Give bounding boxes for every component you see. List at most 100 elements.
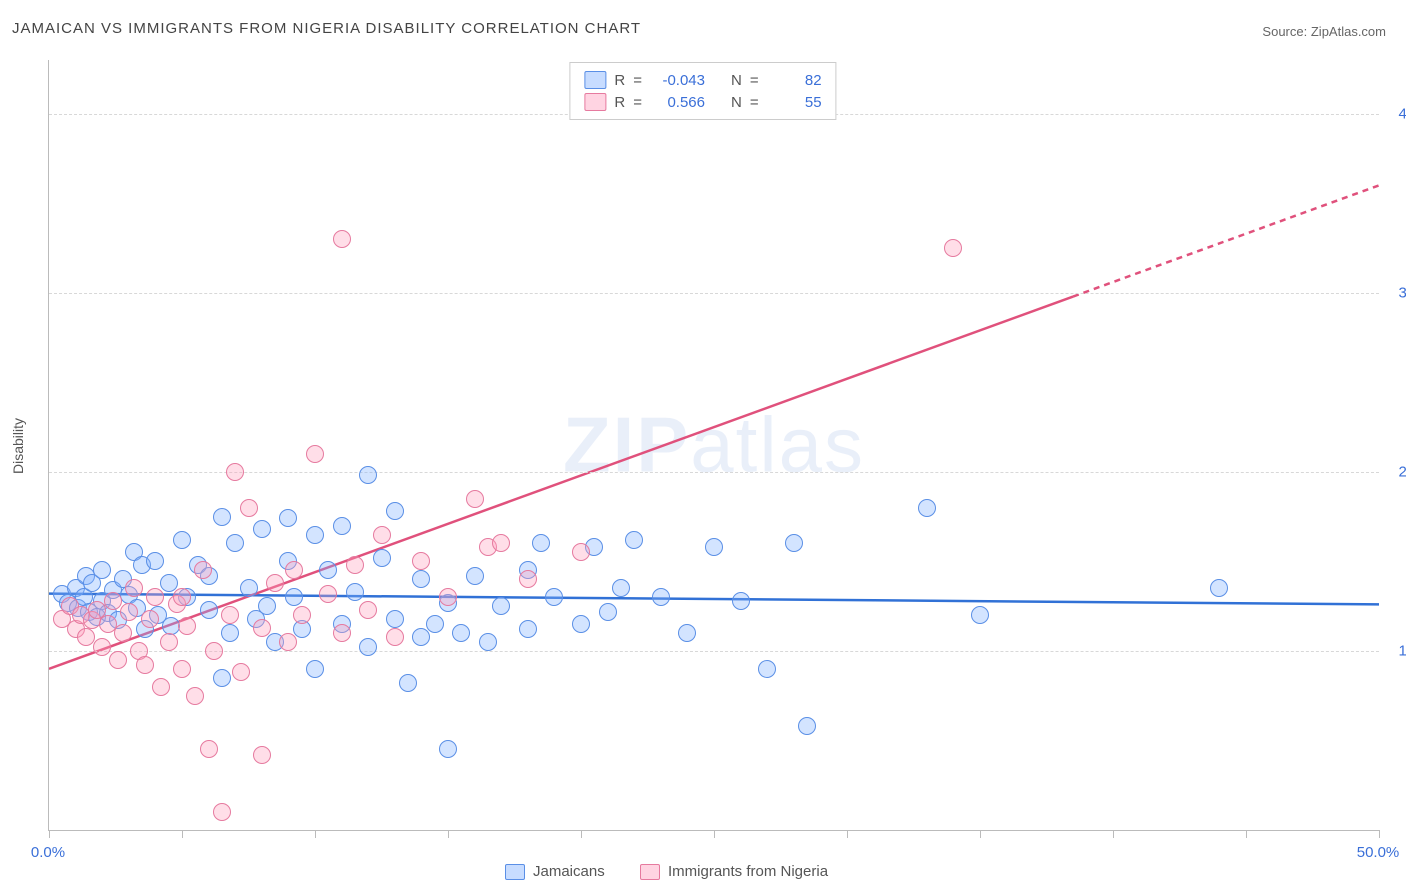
n-label: N: [731, 72, 742, 89]
data-point-s1: [971, 606, 989, 624]
data-point-s1: [519, 620, 537, 638]
data-point-s1: [479, 633, 497, 651]
y-tick-label: 40.0%: [1386, 105, 1406, 122]
data-point-s1: [386, 610, 404, 628]
series-legend-s2: Immigrants from Nigeria: [640, 863, 828, 880]
data-point-s1: [306, 660, 324, 678]
y-tick-label: 30.0%: [1386, 284, 1406, 301]
data-point-s1: [399, 674, 417, 692]
gridline: [49, 472, 1379, 473]
x-tick: [714, 830, 715, 838]
data-point-s2: [186, 687, 204, 705]
data-point-s2: [226, 463, 244, 481]
data-point-s2: [232, 663, 250, 681]
gridline: [49, 651, 1379, 652]
source-attribution: Source: ZipAtlas.com: [1262, 24, 1386, 39]
data-point-s2: [319, 585, 337, 603]
n-value-s2: 55: [767, 94, 822, 111]
correlation-legend: R = -0.043 N = 82 R = 0.566 N = 55: [569, 62, 836, 120]
data-point-s1: [426, 615, 444, 633]
swatch-s1: [505, 864, 525, 880]
source-value: ZipAtlas.com: [1311, 24, 1386, 39]
data-point-s2: [306, 445, 324, 463]
data-point-s2: [359, 601, 377, 619]
x-tick: [980, 830, 981, 838]
data-point-s2: [386, 628, 404, 646]
data-point-s2: [412, 552, 430, 570]
data-point-s1: [240, 579, 258, 597]
n-value-s1: 82: [767, 72, 822, 89]
data-point-s1: [333, 517, 351, 535]
x-tick: [448, 830, 449, 838]
x-tick: [1113, 830, 1114, 838]
data-point-s1: [213, 669, 231, 687]
r-value-s2: 0.566: [650, 94, 705, 111]
x-tick: [847, 830, 848, 838]
data-point-s1: [599, 603, 617, 621]
equals-sign: =: [750, 72, 759, 89]
correlation-row-s2: R = 0.566 N = 55: [584, 91, 821, 113]
equals-sign: =: [633, 94, 642, 111]
data-point-s2: [519, 570, 537, 588]
data-point-s2: [373, 526, 391, 544]
data-point-s2: [173, 588, 191, 606]
data-point-s1: [572, 615, 590, 633]
data-point-s1: [732, 592, 750, 610]
trend-lines-layer: [49, 60, 1379, 830]
data-point-s1: [373, 549, 391, 567]
data-point-s2: [120, 603, 138, 621]
y-tick-label: 10.0%: [1386, 642, 1406, 659]
data-point-s2: [266, 574, 284, 592]
data-point-s2: [466, 490, 484, 508]
data-point-s1: [1210, 579, 1228, 597]
data-point-s1: [258, 597, 276, 615]
data-point-s1: [918, 499, 936, 517]
data-point-s1: [439, 740, 457, 758]
swatch-s1: [584, 71, 606, 89]
data-point-s1: [652, 588, 670, 606]
swatch-s2: [584, 93, 606, 111]
data-point-s2: [200, 740, 218, 758]
data-point-s1: [386, 502, 404, 520]
data-point-s2: [333, 230, 351, 248]
series-legend-s1: Jamaicans: [505, 863, 605, 880]
data-point-s2: [944, 239, 962, 257]
data-point-s1: [346, 583, 364, 601]
data-point-s2: [109, 651, 127, 669]
data-point-s2: [293, 606, 311, 624]
x-tick-label: 0.0%: [31, 844, 65, 861]
data-point-s1: [758, 660, 776, 678]
data-point-s2: [104, 592, 122, 610]
equals-sign: =: [750, 94, 759, 111]
trend-line-s2-extrapolated: [1073, 185, 1379, 296]
n-label: N: [731, 94, 742, 111]
data-point-s1: [285, 588, 303, 606]
r-value-s1: -0.043: [650, 72, 705, 89]
data-point-s2: [194, 561, 212, 579]
data-point-s2: [141, 610, 159, 628]
data-point-s2: [439, 588, 457, 606]
data-point-s2: [146, 588, 164, 606]
data-point-s1: [359, 466, 377, 484]
data-point-s2: [136, 656, 154, 674]
data-point-s1: [466, 567, 484, 585]
data-point-s2: [125, 579, 143, 597]
gridline: [49, 293, 1379, 294]
data-point-s2: [492, 534, 510, 552]
data-point-s1: [798, 717, 816, 735]
data-point-s1: [173, 531, 191, 549]
x-tick: [1379, 830, 1380, 838]
series-label-s2: Immigrants from Nigeria: [668, 863, 828, 880]
data-point-s1: [492, 597, 510, 615]
data-point-s1: [226, 534, 244, 552]
data-point-s1: [678, 624, 696, 642]
data-point-s1: [221, 624, 239, 642]
data-point-s2: [240, 499, 258, 517]
y-tick-label: 20.0%: [1386, 463, 1406, 480]
data-point-s1: [93, 561, 111, 579]
data-point-s1: [359, 638, 377, 656]
y-axis-label: Disability: [10, 418, 26, 474]
x-tick: [182, 830, 183, 838]
data-point-s1: [612, 579, 630, 597]
data-point-s1: [146, 552, 164, 570]
